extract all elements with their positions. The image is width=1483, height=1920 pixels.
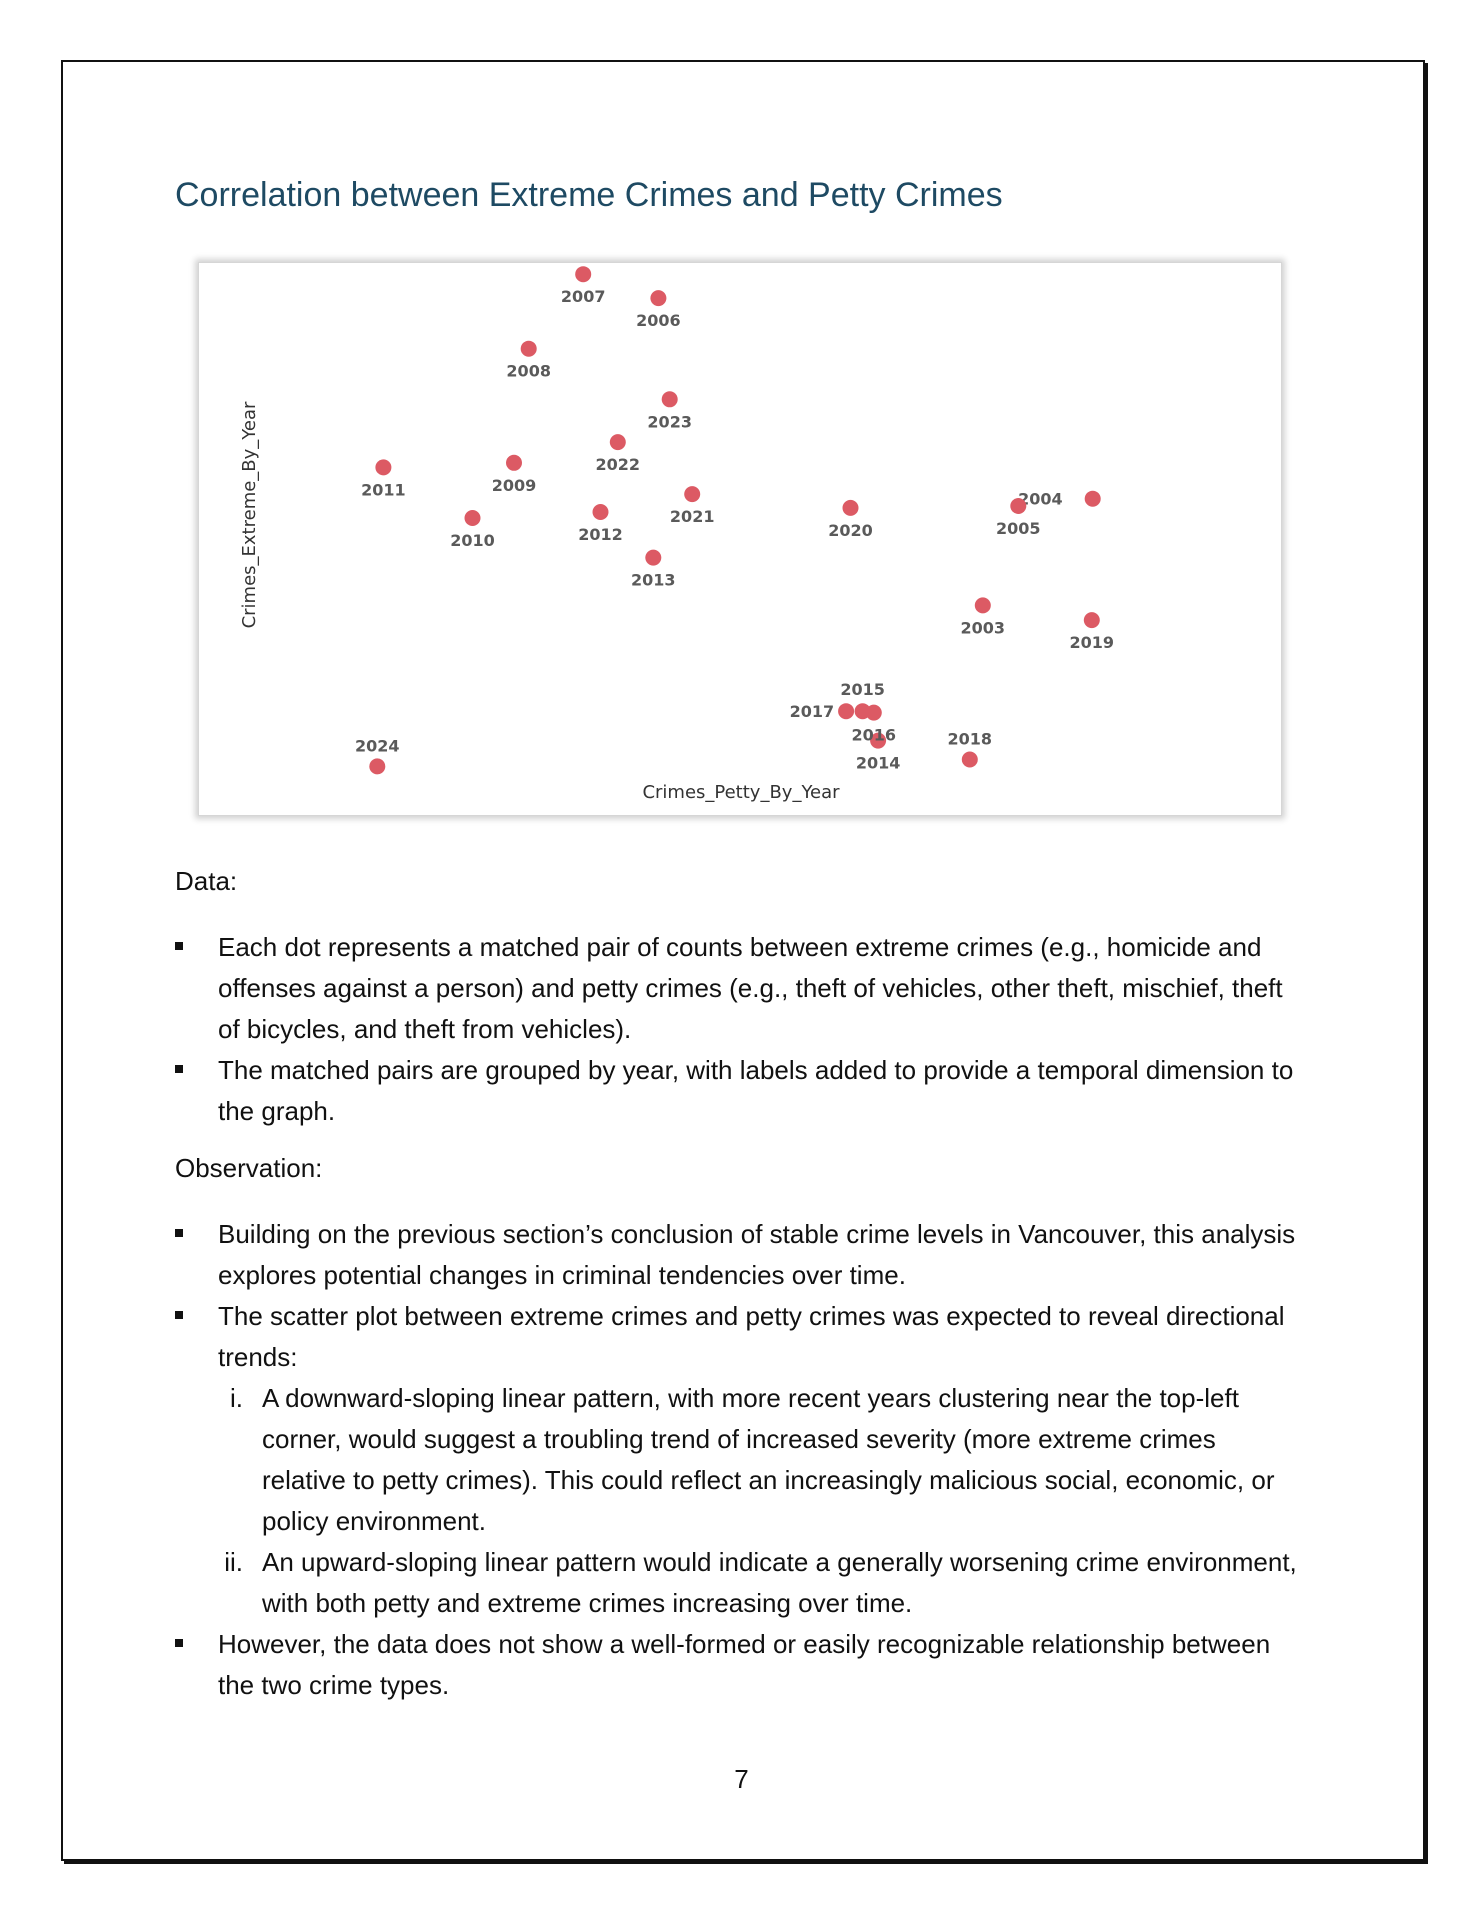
- data-point-2007: [575, 266, 592, 283]
- data-label-2017: 2017: [790, 702, 835, 721]
- data-point-2003: [974, 597, 991, 614]
- data-point-2011: [375, 459, 392, 476]
- data-heading: Data:: [175, 866, 238, 896]
- data-label-2003: 2003: [961, 618, 1006, 637]
- list-item: Each dot represents a matched pair of co…: [175, 927, 1305, 1050]
- data-label-2013: 2013: [631, 571, 676, 590]
- data-label-2021: 2021: [670, 507, 715, 526]
- page-frame: [61, 60, 1425, 1861]
- x-axis-label: Crimes_Petty_By_Year: [642, 782, 840, 803]
- bullet-square-icon: [175, 1065, 183, 1073]
- list-item: However, the data does not show a well-f…: [175, 1624, 1305, 1706]
- data-point-2013: [645, 549, 662, 566]
- data-point-2009: [506, 454, 522, 471]
- data-label-2004: 2004: [1018, 490, 1063, 509]
- observation-heading: Observation:: [175, 1153, 323, 1183]
- data-point-2019: [1083, 612, 1100, 629]
- roman-numeral: i.: [230, 1383, 243, 1413]
- data-label-2007: 2007: [561, 287, 606, 306]
- data-label-2018: 2018: [948, 730, 993, 749]
- data-label-2023: 2023: [647, 412, 692, 431]
- sub-list-item: ii. An upward-sloping linear pattern woul…: [175, 1542, 1305, 1624]
- page-title: Correlation between Extreme Crimes and P…: [175, 176, 1003, 214]
- list-item-text: The matched pairs are grouped by year, w…: [218, 1055, 1294, 1126]
- data-bullets: Each dot represents a matched pair of co…: [175, 927, 1305, 1132]
- list-item-text: Building on the previous section’s concl…: [218, 1219, 1296, 1290]
- data-points: 2003 2004 2005 2006 2007 2008 2009 2010 2011 2012…: [355, 266, 1115, 775]
- data-label-2024: 2024: [355, 736, 400, 755]
- bullet-square-icon: [175, 1311, 183, 1319]
- data-point-2024: [369, 758, 386, 775]
- data-point-2022: [609, 434, 626, 451]
- data-point-2006: [650, 290, 667, 307]
- scatter-chart: Crimes_Petty_By_Year Crimes_Extreme_By_Y…: [198, 262, 1282, 816]
- data-point-2008: [520, 340, 537, 357]
- data-label-2012: 2012: [578, 525, 623, 544]
- data-label-2019: 2019: [1070, 633, 1115, 652]
- data-label-2016: 2016: [852, 726, 897, 745]
- data-point-2020: [842, 499, 859, 516]
- list-item-text: However, the data does not show a well-f…: [218, 1629, 1271, 1700]
- roman-numeral: ii.: [224, 1547, 243, 1577]
- data-point-2004: [1084, 490, 1101, 507]
- data-point-2018: [961, 751, 978, 768]
- list-item: The matched pairs are grouped by year, w…: [175, 1050, 1305, 1132]
- data-label-2015: 2015: [840, 680, 885, 699]
- data-label-2020: 2020: [828, 521, 873, 540]
- sub-list-item-text: An upward-sloping linear pattern would i…: [262, 1547, 1297, 1618]
- bullet-square-icon: [175, 942, 183, 950]
- data-label-2006: 2006: [636, 311, 681, 330]
- sub-list-item-text: A downward-sloping linear pattern, with …: [262, 1383, 1275, 1536]
- observation-bullets: Building on the previous section’s concl…: [175, 1214, 1305, 1706]
- data-label-2014: 2014: [856, 754, 901, 773]
- data-point-2023: [661, 391, 678, 408]
- data-label-2008: 2008: [506, 362, 551, 381]
- data-label-2011: 2011: [361, 480, 406, 499]
- page-number: 7: [734, 1764, 749, 1794]
- data-point-2017: [838, 703, 855, 720]
- data-point-2021: [684, 486, 701, 503]
- data-point-2005: [1010, 498, 1027, 514]
- sub-list-item: i. A downward-sloping linear pattern, wit…: [175, 1378, 1305, 1542]
- data-label-2009: 2009: [492, 476, 537, 495]
- bullet-square-icon: [175, 1229, 183, 1237]
- data-label-2022: 2022: [596, 455, 641, 474]
- list-item: Building on the previous section’s concl…: [175, 1214, 1305, 1296]
- data-point-2014: [870, 732, 887, 749]
- data-point-2012: [592, 504, 609, 520]
- scatter-plot-svg: Crimes_Petty_By_Year Crimes_Extreme_By_Y…: [239, 266, 1115, 803]
- data-label-2010: 2010: [450, 531, 495, 550]
- data-label-2005: 2005: [996, 519, 1041, 538]
- list-item-text: Each dot represents a matched pair of co…: [218, 932, 1283, 1044]
- list-item: The scatter plot between extreme crimes …: [175, 1296, 1305, 1378]
- data-point-2010: [464, 510, 481, 526]
- list-item-text: The scatter plot between extreme crimes …: [218, 1301, 1285, 1372]
- bullet-square-icon: [175, 1639, 183, 1647]
- y-axis-label: Crimes_Extreme_By_Year: [239, 401, 260, 628]
- data-point-2016: [865, 704, 882, 721]
